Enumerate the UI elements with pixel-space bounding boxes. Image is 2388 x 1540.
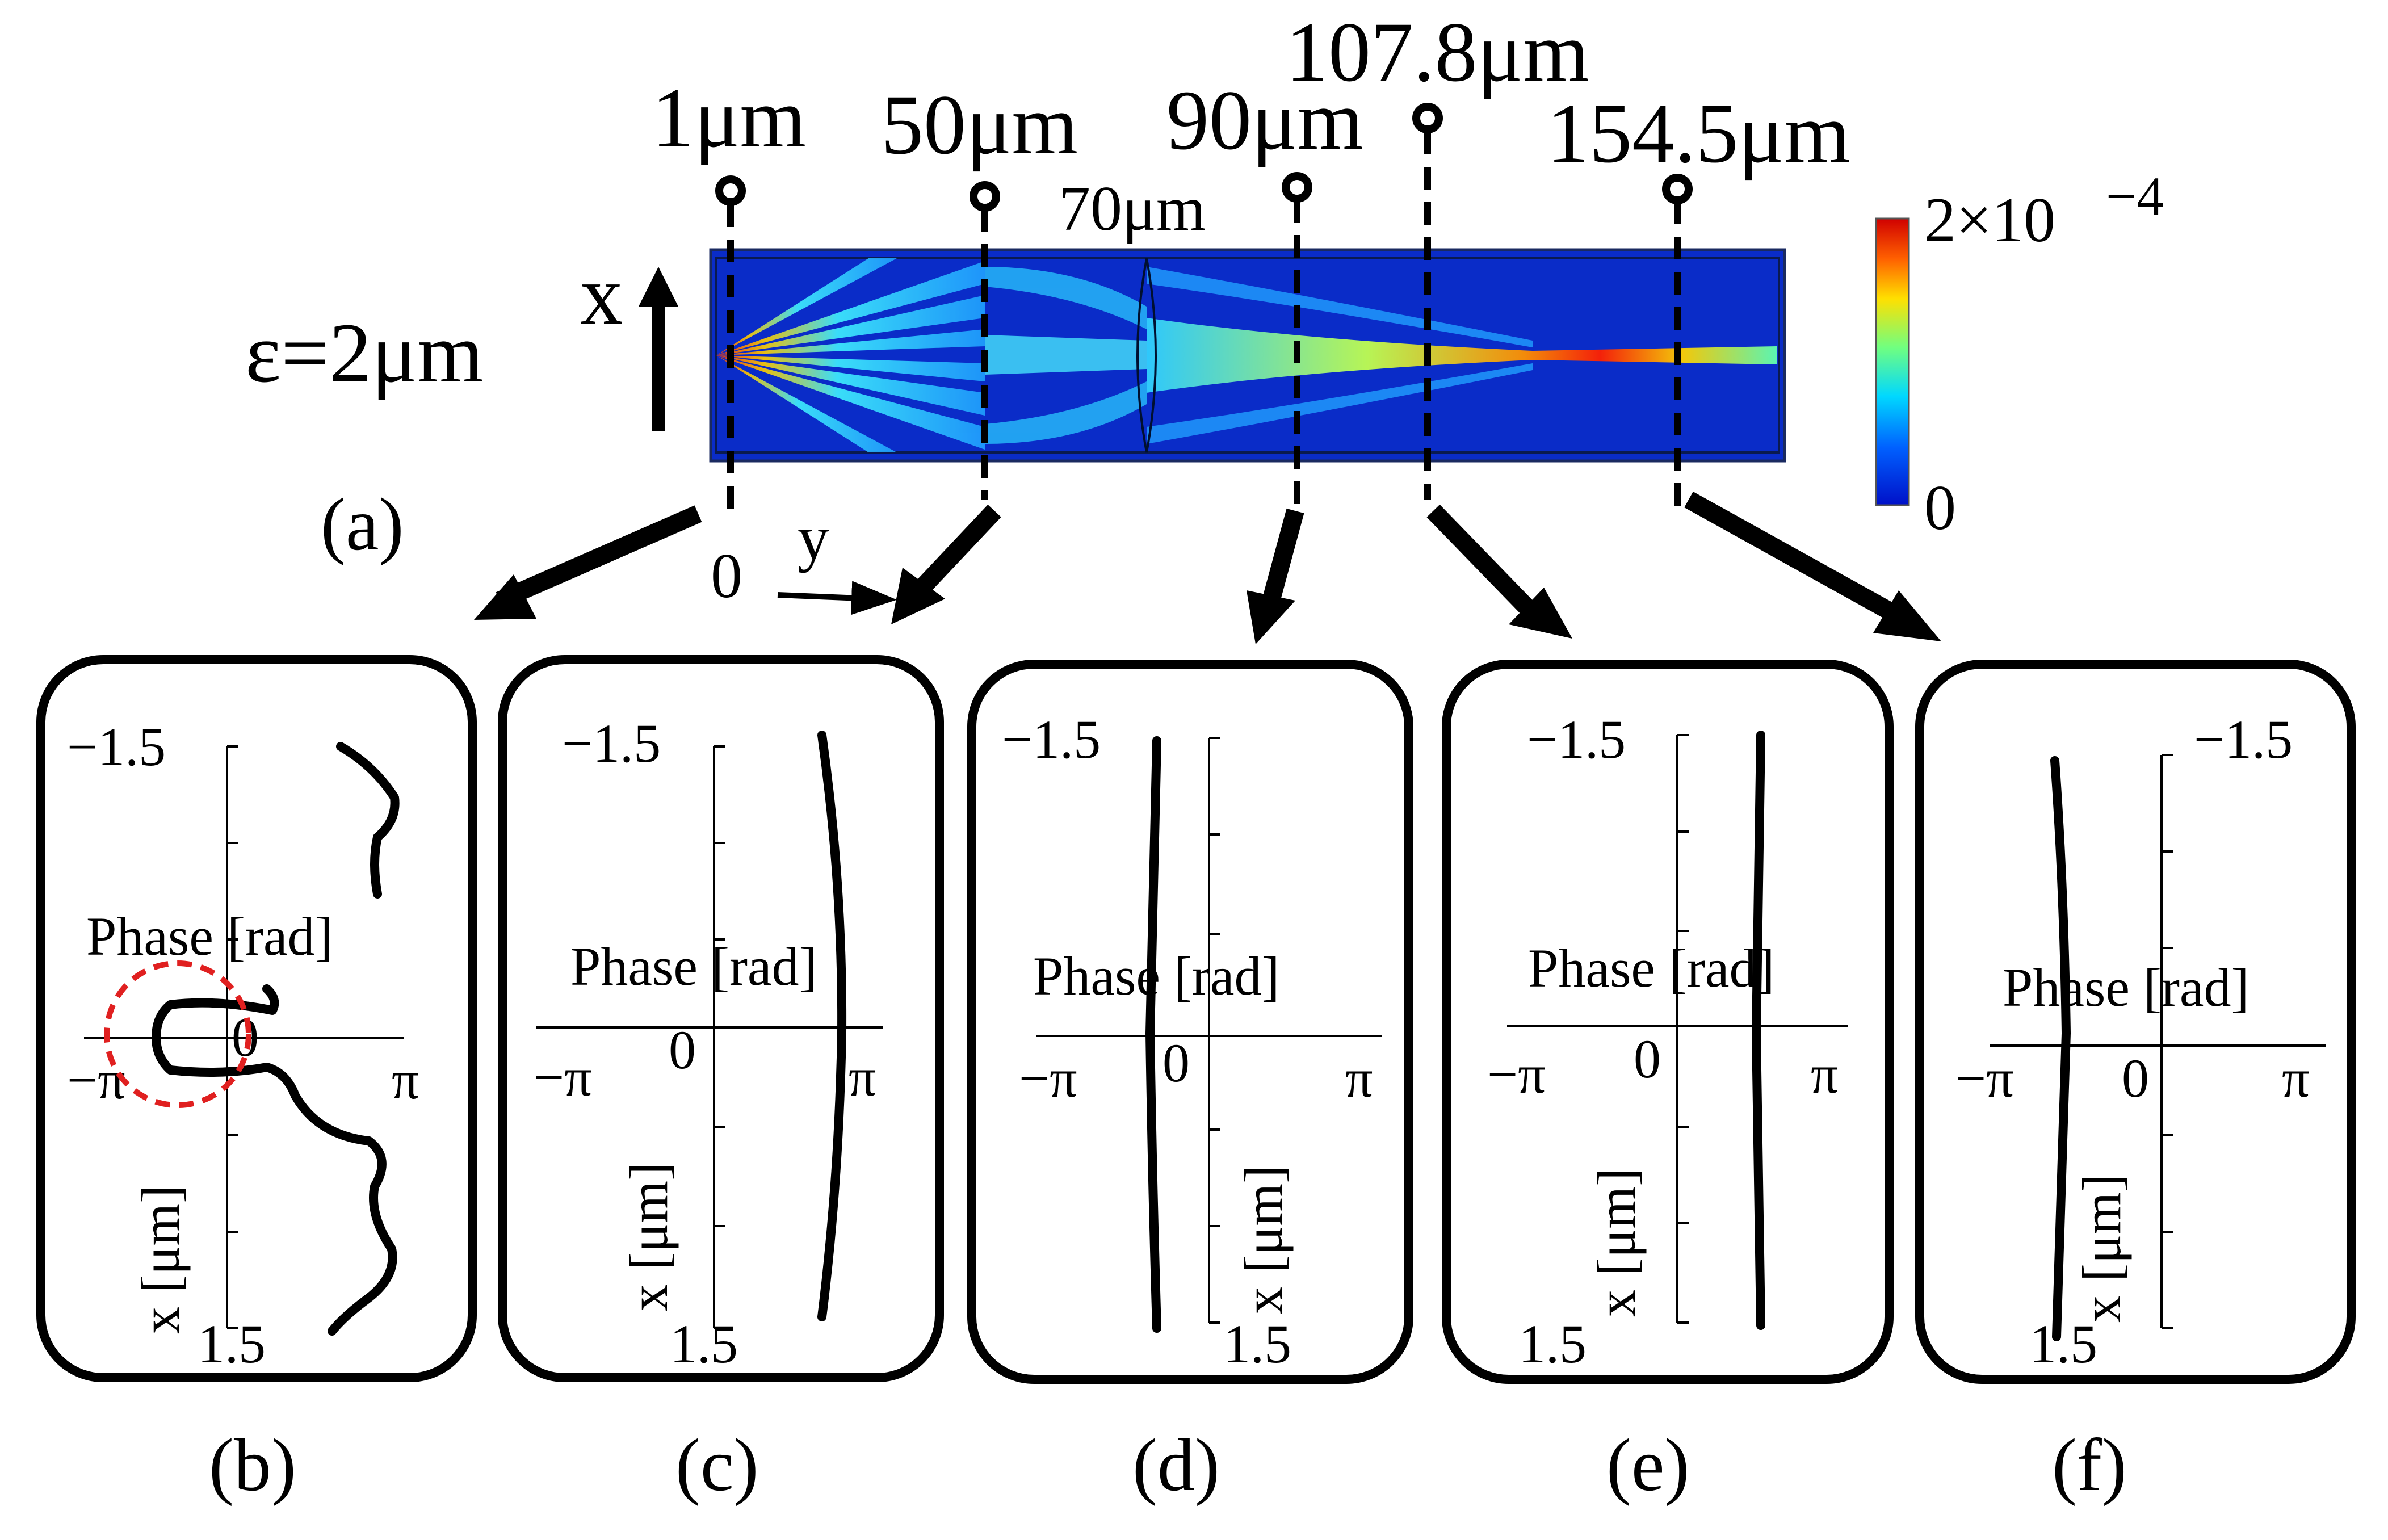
- phase-axis-label: Phase [rad]: [1528, 938, 1774, 998]
- tick-top: −1.5: [1527, 709, 1626, 770]
- phase-curve: [817, 731, 847, 1321]
- tick-center: 0: [1162, 1033, 1190, 1093]
- colorbar-min-label: 0: [1924, 473, 1956, 543]
- probe-label: 50μm: [881, 78, 1078, 172]
- tick-right: π: [1345, 1048, 1373, 1109]
- tick-bottom: 1.5: [1223, 1314, 1291, 1374]
- phase-panel-f: −1.5 1.5 −π 0 π Phase [rad] x [μm] (f): [1915, 660, 2356, 1507]
- probe-label: 90μm: [1166, 73, 1363, 167]
- tick-center: 0: [232, 1007, 259, 1068]
- phase-axis-label: Phase [rad]: [86, 906, 333, 967]
- panel-label: (f): [2052, 1423, 2127, 1507]
- probe-50um: 50μm: [881, 78, 1078, 500]
- tick-right: π: [1811, 1044, 1838, 1105]
- colorbar-max-exponent: −4: [2106, 166, 2164, 226]
- tick-bottom: 1.5: [670, 1314, 738, 1374]
- x-axis-label: x [μm]: [1586, 1168, 1647, 1317]
- tick-right: π: [392, 1050, 419, 1110]
- panel-label: (b): [209, 1423, 296, 1507]
- probe-label: 1μm: [652, 71, 806, 165]
- x-axis-label: x [μm]: [1233, 1165, 1294, 1314]
- probe-154.5um: 154.5μm: [1547, 86, 1850, 511]
- tick-left: −π: [1019, 1048, 1077, 1109]
- phase-axis-label: Phase [rad]: [1033, 946, 1279, 1006]
- tick-top: −1.5: [1002, 709, 1101, 770]
- phase-curve: [1752, 731, 1765, 1330]
- tick-bottom: 1.5: [1518, 1314, 1587, 1374]
- panel-a-label: (a): [321, 482, 404, 566]
- x-axis-label: x [μm]: [618, 1163, 679, 1311]
- phase-curve: [1145, 736, 1161, 1333]
- probe-1um: 1μm: [652, 71, 806, 511]
- tick-bottom: 1.5: [2029, 1314, 2097, 1374]
- probe-label: 107.8μm: [1286, 5, 1589, 99]
- connector-arrows: [474, 492, 1941, 644]
- colorbar: 2×10 −4 0: [1875, 166, 2164, 543]
- phase-curve: [152, 742, 400, 1336]
- tick-left: −π: [1955, 1048, 2014, 1109]
- phase-axis-label: Phase [rad]: [2003, 957, 2249, 1018]
- x-axis-label: x [μm]: [130, 1185, 191, 1334]
- tick-right: π: [849, 1047, 876, 1107]
- x-axis-label: x: [580, 248, 623, 342]
- tick-left: −π: [1487, 1044, 1546, 1105]
- phase-panel-d: −1.5 1.5 −π 0 π Phase [rad] x [μm] (d): [967, 660, 1413, 1507]
- probe-label: 154.5μm: [1547, 86, 1850, 181]
- x-axis-arrow-head: [639, 267, 678, 307]
- tick-center: 0: [1634, 1029, 1661, 1089]
- panel-label: (d): [1132, 1423, 1220, 1507]
- tick-top: −1.5: [67, 716, 166, 777]
- origin-label: 0: [711, 541, 742, 611]
- highlight-circle: [104, 960, 251, 1108]
- tick-center: 0: [669, 1019, 696, 1080]
- y-axis-label: y: [798, 503, 829, 573]
- phase-panel-b: −1.5 1.5 −π 0 π Phase [rad] x [μm] (b): [36, 655, 477, 1507]
- x-axis-label: x [μm]: [2071, 1174, 2132, 1323]
- tick-top: −1.5: [2194, 709, 2293, 770]
- tick-left: −π: [534, 1047, 592, 1107]
- panel-label: (c): [675, 1423, 759, 1507]
- phase-axis-label: Phase [rad]: [570, 936, 817, 997]
- probe-70um: 70μm: [1059, 174, 1206, 244]
- panel-label: (e): [1606, 1423, 1690, 1507]
- y-axis-arrow: [777, 581, 897, 615]
- colorbar-max-label: 2×10: [1924, 185, 2055, 255]
- probe-label: 70μm: [1059, 174, 1206, 244]
- tick-bottom: 1.5: [198, 1314, 266, 1374]
- phase-panel-e: −1.5 1.5 −π 0 π Phase [rad] x [μm] (e): [1442, 660, 1894, 1507]
- phase-panel-c: −1.5 1.5 −π 0 π Phase [rad] x [μm] (c): [498, 655, 944, 1507]
- panel-a: ε=2μm x (a) 0 y 2×10 −4 0 1μm 50μm 70μm: [245, 5, 2164, 644]
- tick-left: −π: [67, 1050, 125, 1110]
- probe-107.8um: 107.8μm: [1286, 5, 1589, 500]
- tick-center: 0: [2122, 1048, 2149, 1109]
- epsilon-label: ε=2μm: [245, 306, 484, 400]
- phase-curve: [2050, 756, 2071, 1341]
- field-map: [709, 248, 1786, 463]
- tick-right: π: [2282, 1048, 2309, 1109]
- tick-top: −1.5: [562, 713, 661, 774]
- probe-90um: 90μm: [1166, 73, 1363, 511]
